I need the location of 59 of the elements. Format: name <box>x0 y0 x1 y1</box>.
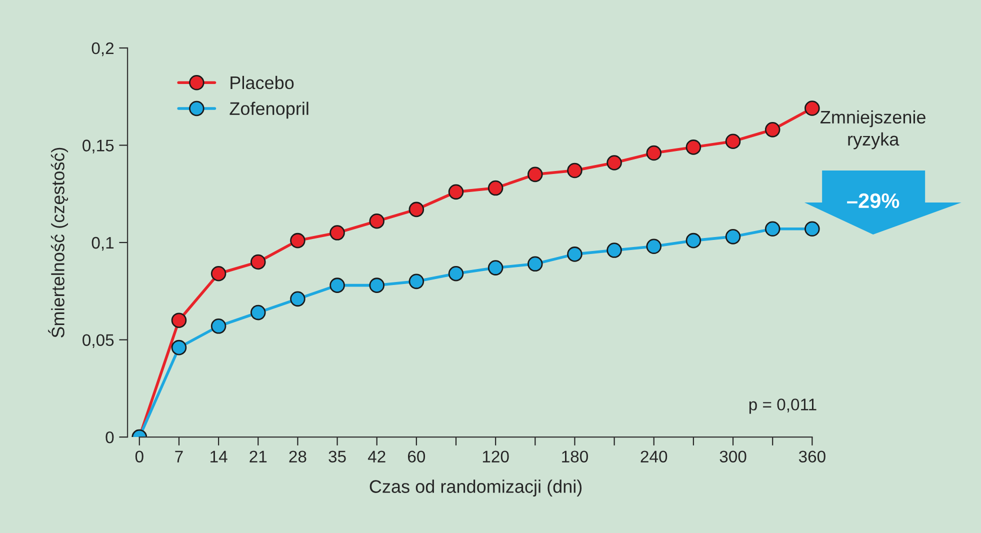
point <box>171 340 187 356</box>
y-axis-title: Śmiertelność (częstość) <box>48 148 68 338</box>
y-tick-label: 0,2 <box>92 42 114 56</box>
point <box>330 225 345 240</box>
point <box>290 291 306 307</box>
legend-label: Zofenopril <box>230 102 308 119</box>
point <box>606 242 622 258</box>
x-tick-label: 120 <box>482 450 509 462</box>
point <box>528 166 543 182</box>
point <box>606 155 622 170</box>
x-tick-label: 300 <box>720 450 746 462</box>
point <box>330 278 345 293</box>
text: Zmniejszenie ryzyka <box>820 110 926 150</box>
point <box>804 100 820 116</box>
point <box>764 122 780 138</box>
point <box>725 134 741 149</box>
x-tick-label: 360 <box>798 450 826 462</box>
point <box>686 232 702 248</box>
point <box>488 260 504 276</box>
x-tick-label: 180 <box>562 450 588 462</box>
x-tick-label: 60 <box>408 450 426 462</box>
point <box>488 180 504 196</box>
point <box>804 221 820 237</box>
x-tick-label: 14 <box>210 450 228 462</box>
point <box>369 278 384 293</box>
point <box>369 213 384 229</box>
text: –29% <box>847 193 900 208</box>
x-tick-label: 7 <box>175 450 183 462</box>
x-tick-label: 42 <box>368 450 386 462</box>
x-tick-label: 21 <box>250 450 267 462</box>
point <box>567 162 582 178</box>
annotation: p = 0,011 <box>749 398 816 414</box>
y-tick-label: 0 <box>106 431 114 444</box>
y-tick-label: 0,1 <box>92 236 114 251</box>
x-tick-label: 240 <box>640 450 668 462</box>
point <box>646 238 662 254</box>
point <box>250 304 266 320</box>
point <box>210 318 226 334</box>
point <box>408 274 424 290</box>
point <box>686 140 702 155</box>
x-tick-label: 28 <box>289 450 306 462</box>
y-tick-label: 0,15 <box>82 140 114 154</box>
point <box>171 312 187 328</box>
point <box>646 145 662 161</box>
point <box>448 266 464 282</box>
point <box>290 232 306 248</box>
point <box>448 184 464 200</box>
x-axis-title: Czas od randomizacji (dni) <box>370 480 582 497</box>
point <box>528 256 543 272</box>
x-tick-label: 0 <box>135 450 144 462</box>
point <box>725 229 741 244</box>
legend-label: Placebo <box>230 76 294 90</box>
point <box>408 202 424 218</box>
point <box>210 266 226 282</box>
point <box>764 221 780 237</box>
point <box>250 254 266 270</box>
point <box>567 246 582 262</box>
x-tick-label: 35 <box>328 450 346 462</box>
y-tick-label: 0,05 <box>82 334 114 348</box>
